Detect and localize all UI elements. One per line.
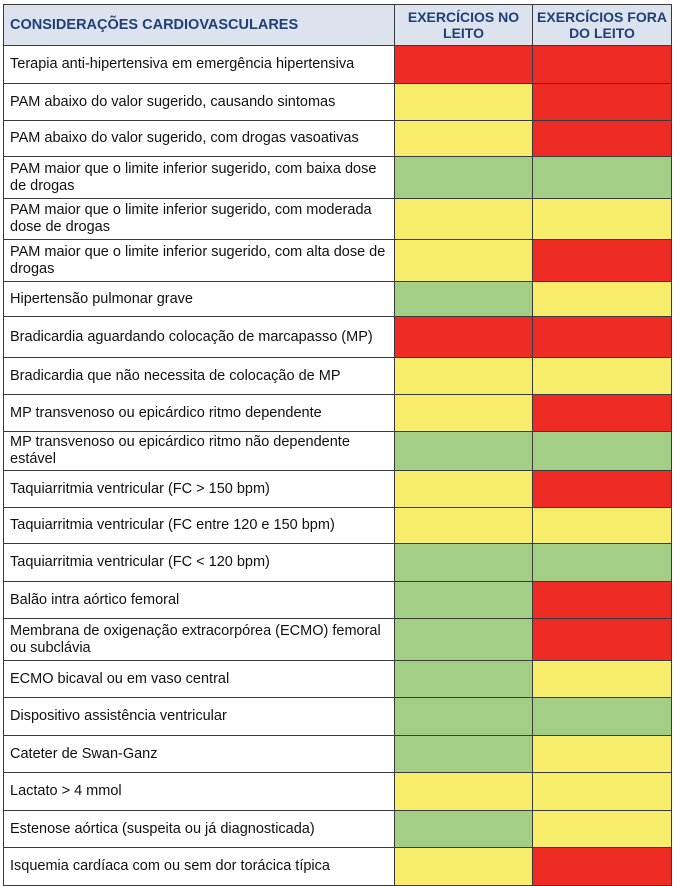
- status-cell-out-of-bed: [532, 198, 672, 240]
- status-cell-in-bed: [394, 357, 533, 395]
- row-label: PAM maior que o limite inferior sugerido…: [3, 198, 395, 240]
- status-cell-in-bed: [394, 697, 533, 736]
- status-cell-in-bed: [394, 470, 533, 508]
- status-cell-in-bed: [394, 507, 533, 544]
- table-row: Balão intra aórtico femoral: [3, 581, 672, 619]
- table-row: Bradicardia que não necessita de colocaç…: [3, 357, 672, 395]
- status-cell-in-bed: [394, 394, 533, 432]
- status-cell-out-of-bed: [532, 239, 672, 282]
- status-cell-out-of-bed: [532, 660, 672, 698]
- status-cell-in-bed: [394, 810, 533, 848]
- table-row: PAM abaixo do valor sugerido, causando s…: [3, 83, 672, 121]
- table-row: PAM abaixo do valor sugerido, com drogas…: [3, 120, 672, 157]
- row-label: PAM abaixo do valor sugerido, causando s…: [3, 83, 395, 121]
- status-cell-out-of-bed: [532, 810, 672, 848]
- status-cell-in-bed: [394, 156, 533, 199]
- status-cell-in-bed: [394, 735, 533, 773]
- table-row: Estenose aórtica (suspeita ou já diagnos…: [3, 810, 672, 848]
- table-row: Hipertensão pulmonar grave: [3, 281, 672, 317]
- row-label: Membrana de oxigenação extracorpórea (EC…: [3, 618, 395, 661]
- status-cell-out-of-bed: [532, 772, 672, 811]
- row-label: PAM maior que o limite inferior sugerido…: [3, 239, 395, 282]
- table-body: Terapia anti-hipertensiva em emergência …: [3, 45, 672, 886]
- table-row: Isquemia cardíaca com ou sem dor torácic…: [3, 847, 672, 886]
- status-cell-out-of-bed: [532, 507, 672, 544]
- row-label: Taquiarritmia ventricular (FC < 120 bpm): [3, 543, 395, 582]
- table-row: Taquiarritmia ventricular (FC entre 120 …: [3, 507, 672, 544]
- status-cell-in-bed: [394, 316, 533, 358]
- row-label: Estenose aórtica (suspeita ou já diagnos…: [3, 810, 395, 848]
- table-row: Taquiarritmia ventricular (FC < 120 bpm): [3, 543, 672, 582]
- status-cell-out-of-bed: [532, 697, 672, 736]
- header-considerations: CONSIDERAÇÕES CARDIOVASCULARES: [3, 4, 395, 46]
- status-cell-out-of-bed: [532, 281, 672, 317]
- status-cell-in-bed: [394, 431, 533, 471]
- status-cell-out-of-bed: [532, 543, 672, 582]
- row-label: ECMO bicaval ou em vaso central: [3, 660, 395, 698]
- status-cell-out-of-bed: [532, 581, 672, 619]
- status-cell-out-of-bed: [532, 394, 672, 432]
- status-cell-out-of-bed: [532, 357, 672, 395]
- status-cell-in-bed: [394, 83, 533, 121]
- status-cell-out-of-bed: [532, 470, 672, 508]
- status-cell-in-bed: [394, 198, 533, 240]
- table-row: PAM maior que o limite inferior sugerido…: [3, 198, 672, 240]
- row-label: Bradicardia que não necessita de colocaç…: [3, 357, 395, 395]
- status-cell-in-bed: [394, 239, 533, 282]
- row-label: PAM abaixo do valor sugerido, com drogas…: [3, 120, 395, 157]
- status-cell-in-bed: [394, 120, 533, 157]
- status-cell-out-of-bed: [532, 847, 672, 886]
- status-cell-out-of-bed: [532, 316, 672, 358]
- table-row: ECMO bicaval ou em vaso central: [3, 660, 672, 698]
- row-label: Balão intra aórtico femoral: [3, 581, 395, 619]
- status-cell-in-bed: [394, 581, 533, 619]
- table-row: Membrana de oxigenação extracorpórea (EC…: [3, 618, 672, 661]
- status-cell-in-bed: [394, 45, 533, 84]
- row-label: Dispositivo assistência ventricular: [3, 697, 395, 736]
- row-label: Lactato > 4 mmol: [3, 772, 395, 811]
- status-cell-out-of-bed: [532, 156, 672, 199]
- header-exercises-out-of-bed: EXERCÍCIOS FORA DO LEITO: [532, 4, 672, 46]
- table-row: Lactato > 4 mmol: [3, 772, 672, 811]
- row-label: Hipertensão pulmonar grave: [3, 281, 395, 317]
- table-row: Taquiarritmia ventricular (FC > 150 bpm): [3, 470, 672, 508]
- row-label: Cateter de Swan-Ganz: [3, 735, 395, 773]
- status-cell-in-bed: [394, 772, 533, 811]
- table-row: Dispositivo assistência ventricular: [3, 697, 672, 736]
- table-header-row: CONSIDERAÇÕES CARDIOVASCULARES EXERCÍCIO…: [3, 4, 672, 46]
- row-label: Taquiarritmia ventricular (FC > 150 bpm): [3, 470, 395, 508]
- status-cell-in-bed: [394, 281, 533, 317]
- row-label: MP transvenoso ou epicárdico ritmo não d…: [3, 431, 395, 471]
- status-cell-in-bed: [394, 660, 533, 698]
- status-cell-out-of-bed: [532, 45, 672, 84]
- table-row: Cateter de Swan-Ganz: [3, 735, 672, 773]
- table-row: MP transvenoso ou epicárdico ritmo depen…: [3, 394, 672, 432]
- row-label: Bradicardia aguardando colocação de marc…: [3, 316, 395, 358]
- status-cell-out-of-bed: [532, 83, 672, 121]
- table-row: Terapia anti-hipertensiva em emergência …: [3, 45, 672, 84]
- table-row: PAM maior que o limite inferior sugerido…: [3, 156, 672, 199]
- status-cell-out-of-bed: [532, 431, 672, 471]
- status-cell-in-bed: [394, 543, 533, 582]
- row-label: MP transvenoso ou epicárdico ritmo depen…: [3, 394, 395, 432]
- row-label: Terapia anti-hipertensiva em emergência …: [3, 45, 395, 84]
- status-cell-out-of-bed: [532, 120, 672, 157]
- status-cell-out-of-bed: [532, 618, 672, 661]
- table-row: PAM maior que o limite inferior sugerido…: [3, 239, 672, 282]
- row-label: Isquemia cardíaca com ou sem dor torácic…: [3, 847, 395, 886]
- header-exercises-in-bed: EXERCÍCIOS NO LEITO: [394, 4, 533, 46]
- status-cell-out-of-bed: [532, 735, 672, 773]
- row-label: Taquiarritmia ventricular (FC entre 120 …: [3, 507, 395, 544]
- cardiovascular-considerations-table: CONSIDERAÇÕES CARDIOVASCULARES EXERCÍCIO…: [3, 4, 672, 886]
- row-label: PAM maior que o limite inferior sugerido…: [3, 156, 395, 199]
- table-row: MP transvenoso ou epicárdico ritmo não d…: [3, 431, 672, 471]
- status-cell-in-bed: [394, 847, 533, 886]
- status-cell-in-bed: [394, 618, 533, 661]
- table-row: Bradicardia aguardando colocação de marc…: [3, 316, 672, 358]
